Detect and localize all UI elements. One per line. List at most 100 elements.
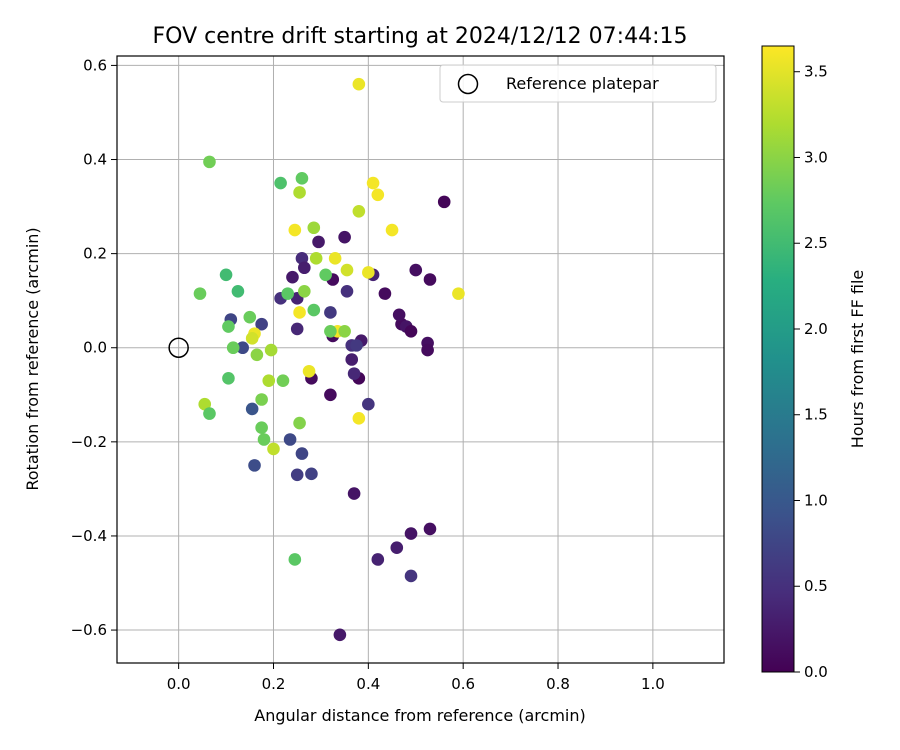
data-points bbox=[193, 77, 465, 642]
colorbar-frame bbox=[761, 45, 795, 673]
colorbar: 0.0 0.5 1.0 1.5 2.0 2.5 3.0 3.5 Hours from firs… bbox=[761, 45, 867, 681]
data-point bbox=[404, 527, 418, 540]
data-point bbox=[281, 287, 295, 300]
colorbar-tick-label: 1.5 bbox=[804, 406, 828, 424]
legend-marker-icon bbox=[457, 73, 479, 95]
data-point bbox=[274, 176, 287, 190]
data-point bbox=[245, 332, 259, 345]
y-tick-label: 0.6 bbox=[83, 56, 107, 74]
data-point bbox=[298, 284, 311, 298]
data-point bbox=[226, 341, 240, 355]
data-point bbox=[302, 364, 316, 378]
data-point bbox=[392, 308, 406, 322]
data-point bbox=[350, 339, 363, 352]
legend-entry-reference: Reference platepar bbox=[506, 74, 659, 93]
data-point bbox=[352, 77, 366, 91]
x-tick-label: 0.4 bbox=[356, 675, 380, 693]
data-point bbox=[305, 467, 318, 481]
data-point bbox=[340, 284, 354, 298]
data-point bbox=[293, 186, 306, 199]
y-axis-ticks: −0.6 −0.4 −0.2 0.0 0.2 0.4 0.6 bbox=[71, 56, 117, 639]
data-point bbox=[409, 263, 423, 277]
legend: Reference platepar bbox=[439, 64, 717, 103]
data-point bbox=[295, 252, 309, 265]
data-point bbox=[203, 155, 216, 169]
data-point bbox=[255, 421, 268, 435]
x-tick-label: 0.0 bbox=[167, 675, 191, 693]
data-point bbox=[293, 416, 306, 430]
data-point bbox=[324, 388, 337, 402]
colorbar-gradient bbox=[762, 46, 794, 672]
data-point bbox=[243, 310, 257, 324]
colorbar-label: Hours from first FF file bbox=[848, 270, 867, 449]
data-point bbox=[290, 322, 304, 336]
colorbar-tick-label: 1.0 bbox=[804, 491, 828, 509]
data-point bbox=[371, 553, 385, 566]
plot-frame bbox=[116, 55, 725, 664]
colorbar-tick-label: 0.0 bbox=[804, 663, 828, 681]
data-point bbox=[333, 628, 347, 642]
data-point bbox=[452, 287, 465, 300]
grid bbox=[117, 56, 724, 663]
colorbar-tick-label: 3.0 bbox=[804, 148, 828, 166]
data-point bbox=[288, 553, 302, 566]
data-point bbox=[288, 223, 302, 237]
x-tick-label: 0.8 bbox=[546, 675, 570, 693]
data-point bbox=[295, 172, 309, 185]
x-tick-label: 0.2 bbox=[262, 675, 286, 693]
data-point bbox=[421, 343, 434, 357]
data-point bbox=[231, 284, 245, 298]
data-point bbox=[267, 442, 280, 456]
data-point bbox=[385, 223, 399, 237]
data-point bbox=[324, 306, 337, 319]
colorbar-ticks: 0.0 0.5 1.0 1.5 2.0 2.5 3.0 3.5 bbox=[794, 63, 828, 681]
data-point bbox=[198, 397, 212, 411]
data-point bbox=[324, 324, 337, 338]
data-point bbox=[222, 372, 235, 385]
data-point bbox=[404, 324, 418, 338]
data-point bbox=[250, 348, 264, 362]
data-point bbox=[362, 397, 375, 411]
data-point bbox=[255, 317, 268, 331]
data-point bbox=[286, 270, 299, 284]
y-tick-label: −0.6 bbox=[71, 621, 107, 639]
data-point bbox=[222, 320, 235, 333]
data-point bbox=[283, 433, 297, 446]
data-point bbox=[309, 252, 323, 265]
data-point bbox=[257, 433, 271, 446]
data-point bbox=[245, 402, 259, 416]
data-point bbox=[293, 306, 306, 319]
data-point bbox=[290, 468, 304, 482]
data-point bbox=[423, 273, 437, 286]
y-tick-label: −0.2 bbox=[71, 433, 107, 451]
data-point bbox=[437, 195, 451, 209]
x-axis-ticks: 0.0 0.2 0.4 0.6 0.8 1.0 bbox=[167, 663, 665, 693]
data-point bbox=[340, 263, 354, 277]
colorbar-tick-label: 3.5 bbox=[804, 63, 828, 81]
data-point bbox=[193, 287, 207, 300]
data-point bbox=[362, 266, 375, 279]
y-tick-label: 0.0 bbox=[83, 339, 107, 357]
data-point bbox=[371, 188, 385, 202]
data-point bbox=[390, 541, 404, 555]
data-point bbox=[307, 221, 321, 235]
data-point bbox=[338, 324, 351, 338]
data-point bbox=[347, 367, 361, 380]
data-point bbox=[378, 287, 392, 300]
data-point bbox=[319, 268, 332, 282]
x-axis-label: Angular distance from reference (arcmin) bbox=[254, 706, 585, 725]
colorbar-tick-label: 2.5 bbox=[804, 234, 828, 252]
data-point bbox=[255, 393, 268, 406]
chart-title: FOV centre drift starting at 2024/12/12 … bbox=[153, 24, 688, 49]
colorbar-tick-label: 2.0 bbox=[804, 320, 828, 338]
data-point bbox=[328, 252, 342, 265]
y-tick-label: 0.4 bbox=[83, 151, 107, 169]
data-point bbox=[338, 230, 351, 244]
data-point bbox=[307, 303, 321, 317]
data-point bbox=[248, 459, 261, 472]
y-tick-label: −0.4 bbox=[71, 527, 107, 545]
y-axis-label: Rotation from reference (arcmin) bbox=[23, 227, 42, 490]
colorbar-tick-label: 0.5 bbox=[804, 577, 828, 595]
x-tick-label: 0.6 bbox=[451, 675, 475, 693]
